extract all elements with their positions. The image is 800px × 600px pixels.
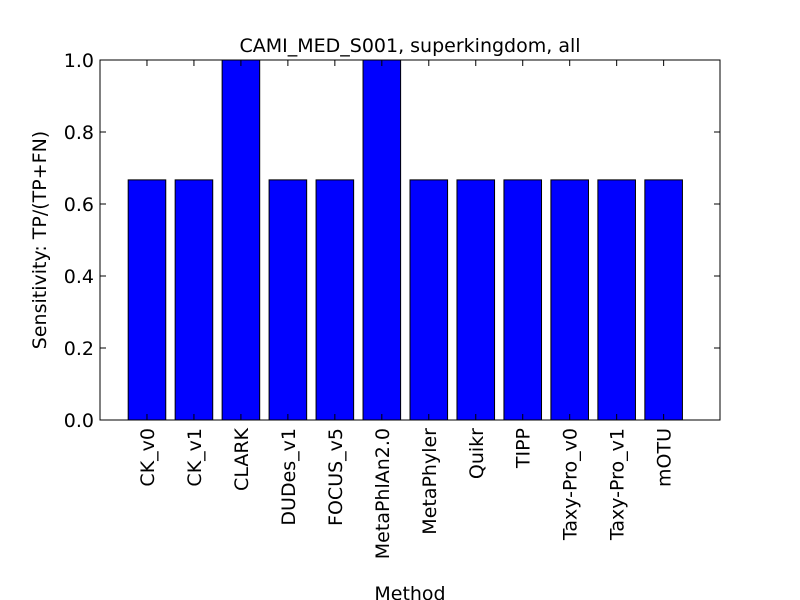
- x-tick-label: TIPP: [513, 428, 535, 469]
- x-tick-label: Taxy-Pro_v0: [560, 428, 582, 541]
- bar-DUDes_v1: [268, 179, 308, 421]
- chart-title: CAMI_MED_S001, superkingdom, all: [239, 35, 580, 57]
- y-tick-label: 0.4: [64, 266, 94, 288]
- y-axis-label: Sensitivity: TP/(TP+FN): [29, 131, 51, 349]
- x-tick-label: DUDes_v1: [278, 428, 300, 526]
- y-tick-label: 1.0: [64, 50, 94, 72]
- x-axis-ticks: CK_v0 CK_v1 CLARK DUDes_v1 FOCUS_v5 MetaPhlAn…: [137, 60, 676, 559]
- y-tick-label: 0.8: [64, 122, 94, 144]
- bar-CK_v1: [174, 179, 214, 421]
- bar-MetaPhlAn2.0: [362, 59, 402, 421]
- y-tick-label: 0.6: [64, 194, 94, 216]
- bar-mOTU: [644, 179, 683, 421]
- bar-Taxy-Pro_v0: [550, 179, 589, 421]
- x-tick-label: Taxy-Pro_v1: [607, 428, 629, 541]
- x-tick-label: mOTU: [654, 428, 676, 487]
- x-tick-label: MetaPhyler: [419, 428, 441, 535]
- bar-Taxy-Pro_v1: [597, 179, 636, 421]
- x-tick-label: CK_v0: [137, 428, 159, 487]
- bar-CK_v0: [127, 179, 167, 421]
- x-tick-label: FOCUS_v5: [325, 428, 347, 526]
- x-tick-label: CLARK: [231, 427, 253, 490]
- x-tick-label: MetaPhlAn2.0: [372, 428, 394, 559]
- x-tick-label: Quikr: [466, 428, 488, 479]
- y-tick-label: 0.2: [64, 338, 94, 360]
- bar-MetaPhyler: [409, 179, 449, 421]
- bar-CLARK: [221, 59, 261, 421]
- bar-TIPP: [503, 179, 543, 421]
- bar-FOCUS_v5: [315, 179, 355, 421]
- y-tick-label: 0.0: [64, 410, 94, 432]
- plot-area-frame: [99, 59, 721, 421]
- bars: [127, 59, 683, 421]
- bar-Quikr: [456, 179, 496, 421]
- x-axis-label: Method: [374, 583, 445, 600]
- y-axis-ticks: 0.0 0.2 0.4 0.6 0.8 1.0: [64, 50, 720, 432]
- x-tick-label: CK_v1: [184, 428, 206, 487]
